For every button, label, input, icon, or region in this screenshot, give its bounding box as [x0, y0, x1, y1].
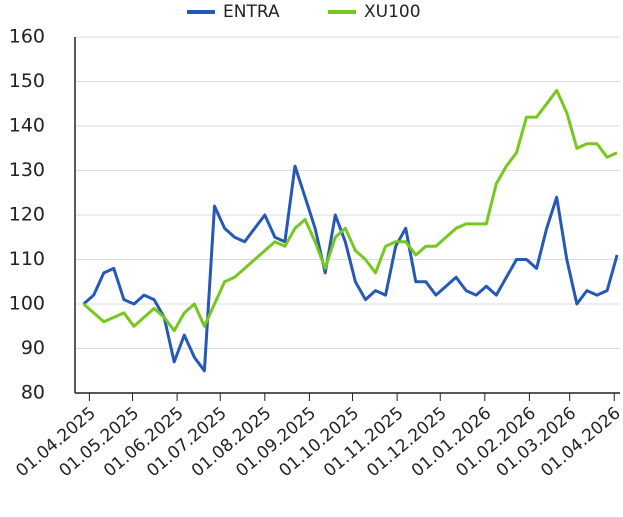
y-tick-label: 140 — [9, 115, 45, 137]
legend-label: XU100 — [364, 2, 421, 22]
legend-item: ENTRA — [187, 2, 280, 22]
legend-item: XU100 — [328, 2, 421, 22]
y-tick-label: 120 — [9, 204, 45, 226]
y-tick-label: 90 — [21, 337, 45, 359]
series-line — [82, 88, 618, 333]
y-tick-label: 160 — [9, 26, 45, 48]
y-tick-label: 150 — [9, 70, 45, 92]
series-line — [82, 164, 619, 373]
y-tick-label: 130 — [9, 159, 45, 181]
legend-label: ENTRA — [223, 2, 280, 22]
y-tick-label: 100 — [9, 293, 45, 315]
y-tick-label: 80 — [21, 382, 45, 404]
y-tick-label: 110 — [9, 248, 45, 270]
